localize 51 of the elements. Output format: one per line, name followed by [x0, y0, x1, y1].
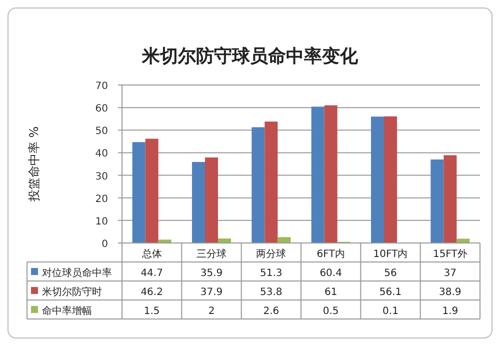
x-tick-label: 两分球	[256, 248, 286, 260]
y-tick-label: 10	[95, 216, 108, 228]
bar	[371, 116, 384, 243]
y-tick-label: 40	[95, 148, 108, 160]
data-label: 0.5	[322, 306, 339, 317]
bar	[430, 159, 444, 243]
data-label: 0.1	[382, 306, 398, 317]
data-label: 2	[208, 306, 215, 317]
bar	[192, 162, 205, 243]
bar	[456, 238, 470, 243]
legend-label: 命中率增幅	[42, 305, 92, 317]
y-axis-title: 投篮命中率 %	[27, 126, 41, 203]
bar	[278, 237, 291, 243]
data-label: 60.4	[320, 268, 342, 279]
bar	[384, 116, 397, 243]
bar	[444, 155, 457, 243]
data-label: 1.5	[144, 306, 160, 317]
data-label: 37.9	[200, 287, 223, 298]
bar	[324, 105, 338, 243]
data-label: 1.9	[442, 306, 458, 317]
legend-label: 对位球员命中率	[42, 267, 112, 279]
y-tick-label: 60	[95, 104, 108, 115]
chart-title: 米切尔防守球员命中率变化	[141, 46, 359, 67]
bar	[132, 142, 146, 243]
data-label: 56	[384, 268, 397, 279]
bar	[145, 138, 158, 243]
data-label: 61	[324, 287, 338, 298]
legend-label: 米切尔防守时	[42, 286, 102, 298]
data-label: 35.9	[200, 268, 223, 279]
y-tick-label: 0	[102, 239, 108, 250]
x-tick-label: 三分球	[196, 248, 226, 260]
bar	[311, 106, 324, 243]
x-tick-label: 总体	[140, 248, 162, 260]
x-tick-label: 6FT内	[316, 248, 345, 260]
data-label: 2.6	[263, 306, 280, 317]
x-tick-label: 10FT内	[373, 248, 408, 260]
data-label: 56.1	[379, 287, 402, 298]
data-label: 46.2	[140, 287, 163, 298]
data-label: 38.9	[439, 287, 462, 298]
data-label: 53.8	[260, 287, 282, 298]
bar	[252, 127, 265, 243]
bar	[205, 157, 218, 243]
y-tick-label: 30	[95, 171, 108, 182]
y-tick-label: 50	[95, 126, 108, 138]
data-label: 37	[444, 268, 457, 279]
data-label: 51.3	[260, 268, 282, 279]
bar	[264, 122, 278, 243]
data-label: 44.7	[140, 268, 163, 279]
x-tick-label: 15FT外	[432, 249, 468, 260]
y-tick-label: 70	[95, 81, 108, 92]
y-tick-label: 20	[95, 194, 108, 205]
